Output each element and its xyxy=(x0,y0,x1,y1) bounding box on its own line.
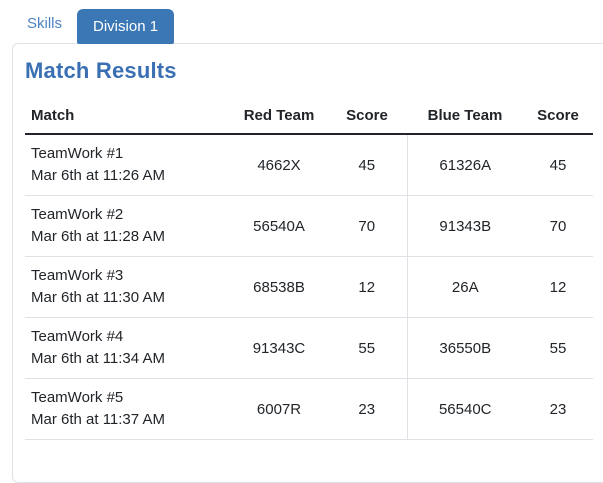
match-results-table: Match Red Team Score Blue Team Score Tea… xyxy=(25,99,593,440)
blue-score-cell: 55 xyxy=(523,317,593,379)
tab-bar: Skills Division 1 xyxy=(0,0,175,44)
table-row: TeamWork #1 Mar 6th at 11:26 AM 4662X 45… xyxy=(25,134,593,196)
red-team-cell: 6007R xyxy=(231,378,327,440)
match-table-body: TeamWork #1 Mar 6th at 11:26 AM 4662X 45… xyxy=(25,134,593,440)
match-name: TeamWork #5 xyxy=(31,389,124,406)
match-time: Mar 6th at 11:28 AM xyxy=(31,228,165,245)
red-team-cell: 56540A xyxy=(231,195,327,257)
match-cell: TeamWork #1 Mar 6th at 11:26 AM xyxy=(25,134,231,196)
blue-team-cell: 61326A xyxy=(406,134,523,196)
match-name: TeamWork #3 xyxy=(31,267,124,284)
tab-division-1[interactable]: Division 1 xyxy=(77,9,175,44)
blue-score-cell: 70 xyxy=(523,195,593,257)
match-time: Mar 6th at 11:26 AM xyxy=(31,167,165,184)
blue-score-cell: 45 xyxy=(523,134,593,196)
match-time: Mar 6th at 11:37 AM xyxy=(31,411,165,428)
red-team-cell: 4662X xyxy=(231,134,327,196)
table-row: TeamWork #4 Mar 6th at 11:34 AM 91343C 5… xyxy=(25,317,593,379)
header-blue-score: Score xyxy=(523,99,593,135)
table-row: TeamWork #3 Mar 6th at 11:30 AM 68538B 1… xyxy=(25,256,593,318)
match-time: Mar 6th at 11:34 AM xyxy=(31,350,165,367)
tab-skills[interactable]: Skills xyxy=(27,15,63,32)
match-time: Mar 6th at 11:30 AM xyxy=(31,289,165,306)
red-score-cell: 55 xyxy=(327,317,407,379)
blue-team-cell: 91343B xyxy=(406,195,523,257)
header-blue-team: Blue Team xyxy=(407,99,523,135)
table-row: TeamWork #5 Mar 6th at 11:37 AM 6007R 23… xyxy=(25,378,593,440)
header-red-score: Score xyxy=(327,99,407,135)
match-name: TeamWork #4 xyxy=(31,328,124,345)
match-cell: TeamWork #3 Mar 6th at 11:30 AM xyxy=(25,256,231,318)
red-team-cell: 68538B xyxy=(231,256,327,318)
blue-team-cell: 26A xyxy=(406,256,523,318)
match-cell: TeamWork #2 Mar 6th at 11:28 AM xyxy=(25,195,231,257)
blue-score-cell: 12 xyxy=(523,256,593,318)
red-score-cell: 23 xyxy=(327,378,407,440)
match-results-panel: Match Results Match Red Team Score Blue … xyxy=(12,43,603,483)
red-score-cell: 70 xyxy=(327,195,407,257)
red-score-cell: 12 xyxy=(327,256,407,318)
match-name: TeamWork #1 xyxy=(31,145,124,162)
table-row: TeamWork #2 Mar 6th at 11:28 AM 56540A 7… xyxy=(25,195,593,257)
match-name: TeamWork #2 xyxy=(31,206,124,223)
match-cell: TeamWork #5 Mar 6th at 11:37 AM xyxy=(25,378,231,440)
red-score-cell: 45 xyxy=(327,134,407,196)
table-header: Match Red Team Score Blue Team Score xyxy=(25,99,593,135)
blue-team-cell: 56540C xyxy=(406,378,523,440)
page-title: Match Results xyxy=(25,58,177,83)
blue-score-cell: 23 xyxy=(523,378,593,440)
match-cell: TeamWork #4 Mar 6th at 11:34 AM xyxy=(25,317,231,379)
red-team-cell: 91343C xyxy=(231,317,327,379)
header-red-team: Red Team xyxy=(231,99,327,135)
blue-team-cell: 36550B xyxy=(406,317,523,379)
header-match: Match xyxy=(25,99,231,135)
